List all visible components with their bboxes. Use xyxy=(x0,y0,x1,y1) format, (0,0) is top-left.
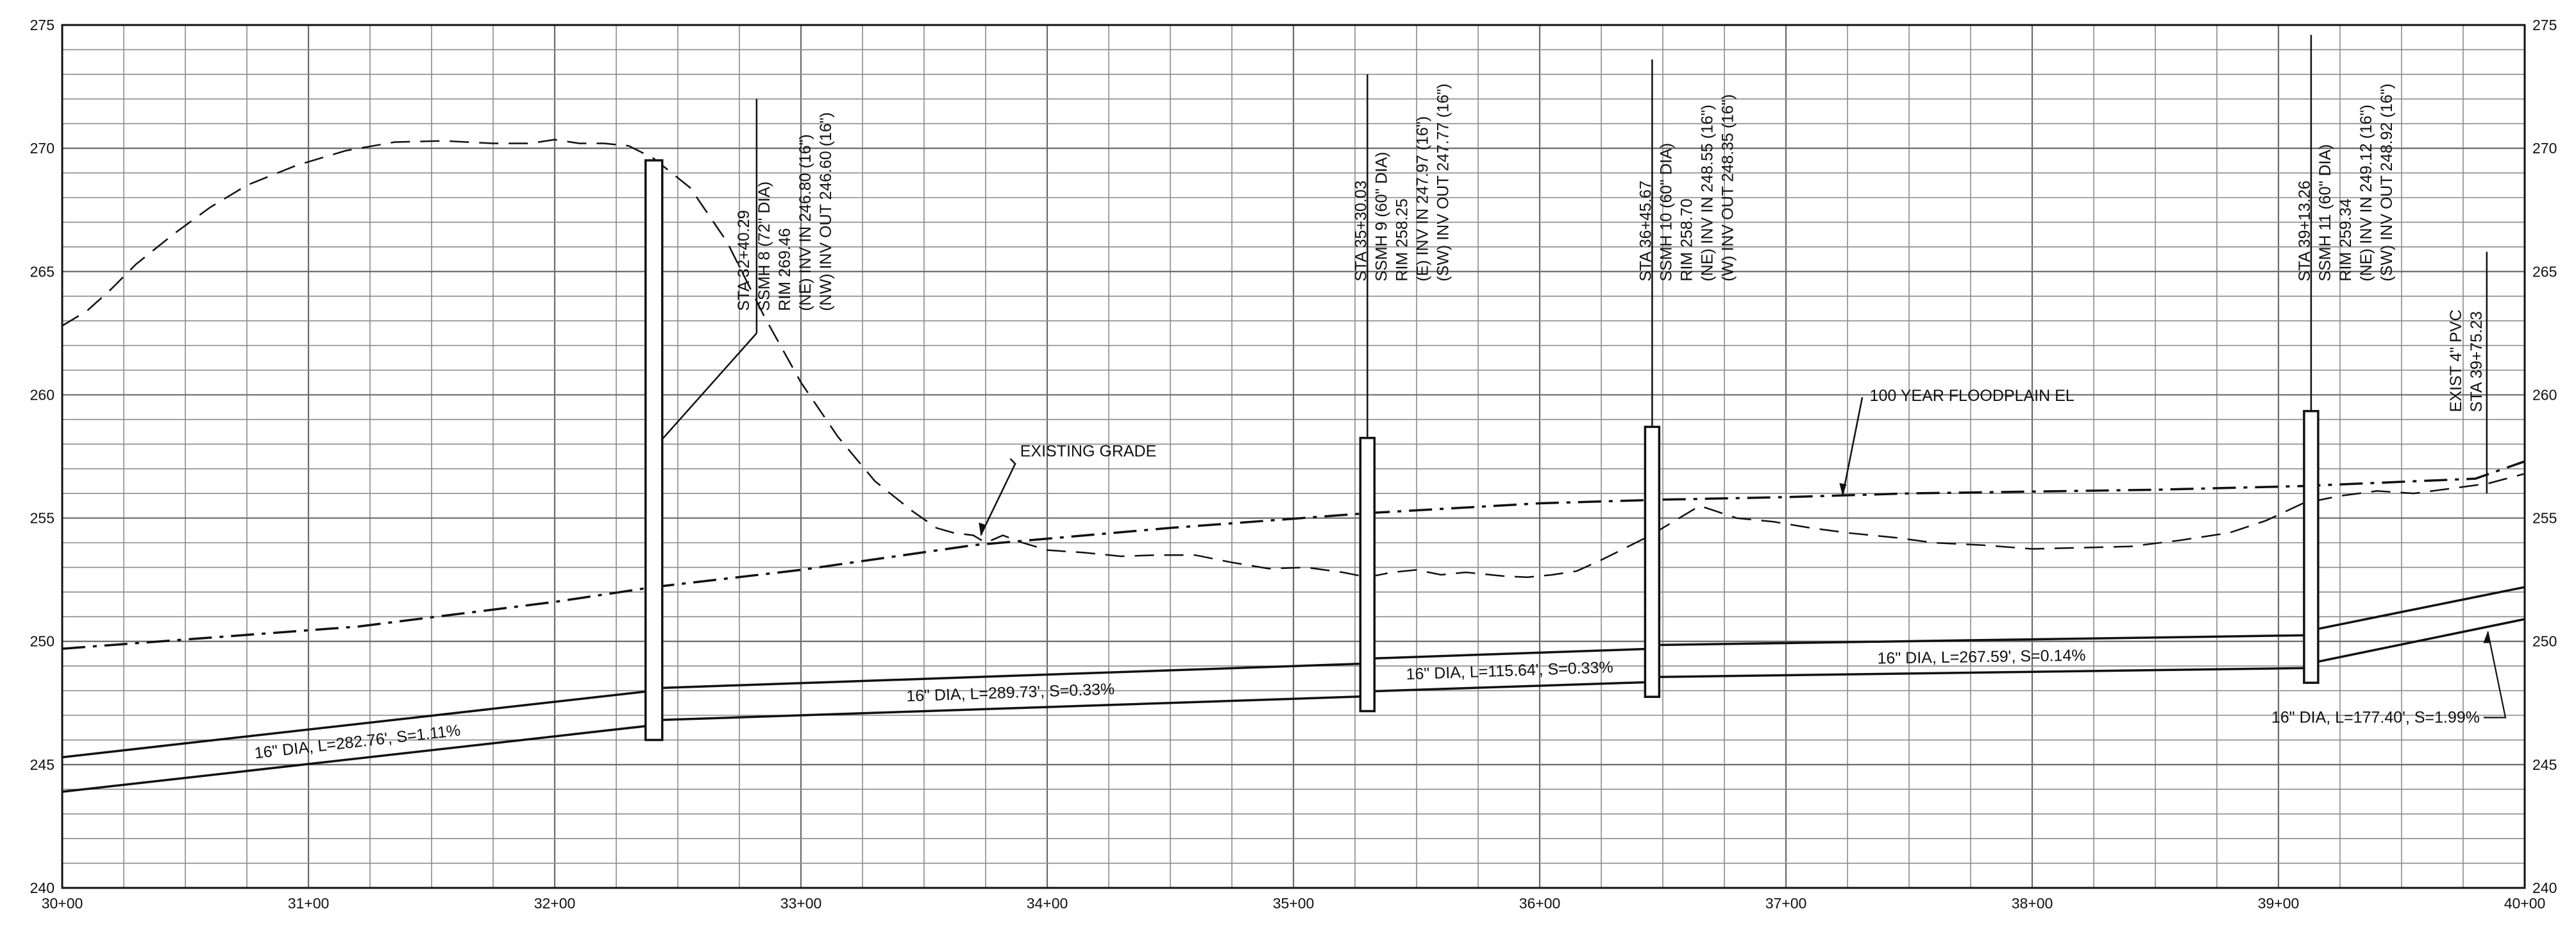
elevation-tick-label-left: 255 xyxy=(30,510,55,527)
existing-grade-callout: EXISTING GRADE xyxy=(980,443,1157,536)
manhole-structure xyxy=(644,159,664,742)
pipe-label: 16" DIA, L=267.59', S=0.14% xyxy=(1877,647,2085,668)
manhole-callout-line: SSMH 8 (72" DIA) xyxy=(755,182,773,311)
manhole-leader xyxy=(661,332,757,440)
station-tick-label: 32+00 xyxy=(534,895,576,912)
station-tick-label: 30+00 xyxy=(42,895,83,912)
floodplain-path xyxy=(62,460,2525,650)
manhole-callout-line: RIM 259.34 xyxy=(2337,198,2355,281)
elevation-tick-label-right: 260 xyxy=(2532,386,2557,403)
manhole-callout-line: SSMH 11 (60" DIA) xyxy=(2316,144,2334,282)
manhole-callout-line: (SW) INV OUT 248.92 (16") xyxy=(2378,83,2396,282)
manhole: STA 36+45.67 SSMH 10 (60" DIA) RIM 258.70(… xyxy=(1637,59,1737,698)
pipe-label-leader xyxy=(2484,631,2507,719)
elevation-tick-label-right: 250 xyxy=(2532,633,2557,650)
pipe-top-line xyxy=(62,689,654,759)
station-tick-label: 39+00 xyxy=(2258,895,2300,912)
manhole-callout-line: RIM 258.70 xyxy=(1678,198,1696,281)
manhole-callout-line: RIM 269.46 xyxy=(776,228,794,311)
station-tick-label: 37+00 xyxy=(1765,895,1807,912)
pipe-label: 16" DIA, L=177.40', S=1.99% xyxy=(2271,709,2480,727)
manhole-callout-line: STA 35+30.03 xyxy=(1352,180,1370,281)
station-tick-label: 33+00 xyxy=(780,895,822,912)
elevation-tick-label-right: 265 xyxy=(2532,263,2557,280)
pipe-invert-line xyxy=(2311,618,2525,665)
floodplain-leader xyxy=(1842,397,1864,497)
station-tick-label: 36+00 xyxy=(1519,895,1561,912)
elevation-tick-label-right: 270 xyxy=(2532,140,2557,157)
pipe-label-arrowhead xyxy=(2483,631,2491,643)
manhole-callout-line: (W) INV OUT 248.35 (16") xyxy=(1719,94,1737,282)
plot-frame xyxy=(61,24,2526,889)
elevation-tick-label-left: 245 xyxy=(30,756,55,773)
manhole: STA 35+30.03 SSMH 9 (60" DIA) RIM 258.25 (E… xyxy=(1352,74,1452,713)
pipe-invert-line xyxy=(653,695,1368,722)
existing-pvc-callout: EXIST 4" PVC STA 39+75.23 xyxy=(2447,251,2488,494)
pipe-invert-line xyxy=(1367,681,1653,693)
manhole-callout-line: (NW) INV OUT 246.60 (16") xyxy=(817,112,835,311)
manhole-structure xyxy=(1644,425,1661,698)
elevation-tick-label-left: 240 xyxy=(30,880,55,896)
grid xyxy=(61,24,2526,889)
manhole-callout-line: STA 36+45.67 xyxy=(1637,180,1654,281)
manhole-callout-line: SSMH 10 (60" DIA) xyxy=(1657,143,1675,282)
manhole-callout-line: SSMH 9 (60" DIA) xyxy=(1372,152,1390,282)
elevation-tick-label-right: 255 xyxy=(2532,510,2557,527)
manhole-callout-line: (NE) INV IN 248.55 (16") xyxy=(1698,105,1716,282)
station-tick-label: 40+00 xyxy=(2504,895,2546,912)
station-tick-label: 34+00 xyxy=(1027,895,1068,912)
manhole-callout-line: (NE) INV IN 246.80 (16") xyxy=(796,134,814,311)
pipe-top-line xyxy=(2311,586,2525,632)
pipe-top-line xyxy=(1652,634,2311,647)
manhole-callout-line: (SW) INV OUT 247.77 (16") xyxy=(1434,83,1452,282)
manhole-callout-line: STA 39+13.26 xyxy=(2296,180,2314,281)
manhole-callout-line: (E) INV IN 247.97 (16") xyxy=(1413,116,1431,282)
elevation-tick-label-left: 265 xyxy=(30,263,55,280)
station-tick-label: 35+00 xyxy=(1273,895,1315,912)
manhole: STA 32+40.29 SSMH 8 (72" DIA) RIM 269.46 (N… xyxy=(644,99,835,742)
floodplain-label: 100 YEAR FLOODPLAIN EL xyxy=(1870,387,2075,405)
pipe-invert-line xyxy=(1652,667,2311,679)
pipe-invert-line xyxy=(62,724,654,793)
manholes: STA 32+40.29 SSMH 8 (72" DIA) RIM 269.46 (N… xyxy=(644,35,2396,742)
station-axis-labels: 30+00 31+00 32+00 33+00 34+00 35+00 36+00 37+00… xyxy=(42,895,2546,912)
pipe-top-line xyxy=(653,662,1368,690)
manhole-callout-line: (NE) INV IN 249.12 (16") xyxy=(2357,105,2375,282)
pvc-callout-line: EXIST 4" PVC xyxy=(2447,309,2465,412)
manhole-structure xyxy=(1359,436,1376,713)
frame-border xyxy=(61,24,2526,889)
existing-grade-label: EXISTING GRADE xyxy=(1020,443,1157,461)
manhole-callout-line: RIM 258.25 xyxy=(1393,198,1411,281)
elevation-tick-label-left: 275 xyxy=(30,17,55,33)
elevation-axis-labels: 240 240 245 245 250 250 255 255 260 260 265 265 270 2… xyxy=(30,17,2557,896)
elevation-tick-label-left: 250 xyxy=(30,633,55,650)
manhole: STA 39+13.26 SSMH 11 (60" DIA) RIM 259.34(… xyxy=(2296,35,2396,685)
elevation-tick-label-right: 275 xyxy=(2532,17,2557,33)
pvc-callout-line: STA 39+75.23 xyxy=(2468,311,2486,412)
elevation-tick-label-left: 270 xyxy=(30,140,55,157)
station-tick-label: 31+00 xyxy=(288,895,330,912)
station-tick-label: 38+00 xyxy=(2012,895,2053,912)
manhole-structure xyxy=(2303,410,2319,685)
elevation-tick-label-right: 245 xyxy=(2532,756,2557,773)
pipe-top-line xyxy=(1367,647,1653,660)
elevation-tick-label-right: 240 xyxy=(2532,880,2557,896)
existing-grade-leader xyxy=(980,458,1016,536)
elevation-tick-label-left: 260 xyxy=(30,386,55,403)
floodplain-callout: 100 YEAR FLOODPLAIN EL xyxy=(1842,387,2075,497)
manhole-callout-line: STA 32+40.29 xyxy=(735,210,753,311)
